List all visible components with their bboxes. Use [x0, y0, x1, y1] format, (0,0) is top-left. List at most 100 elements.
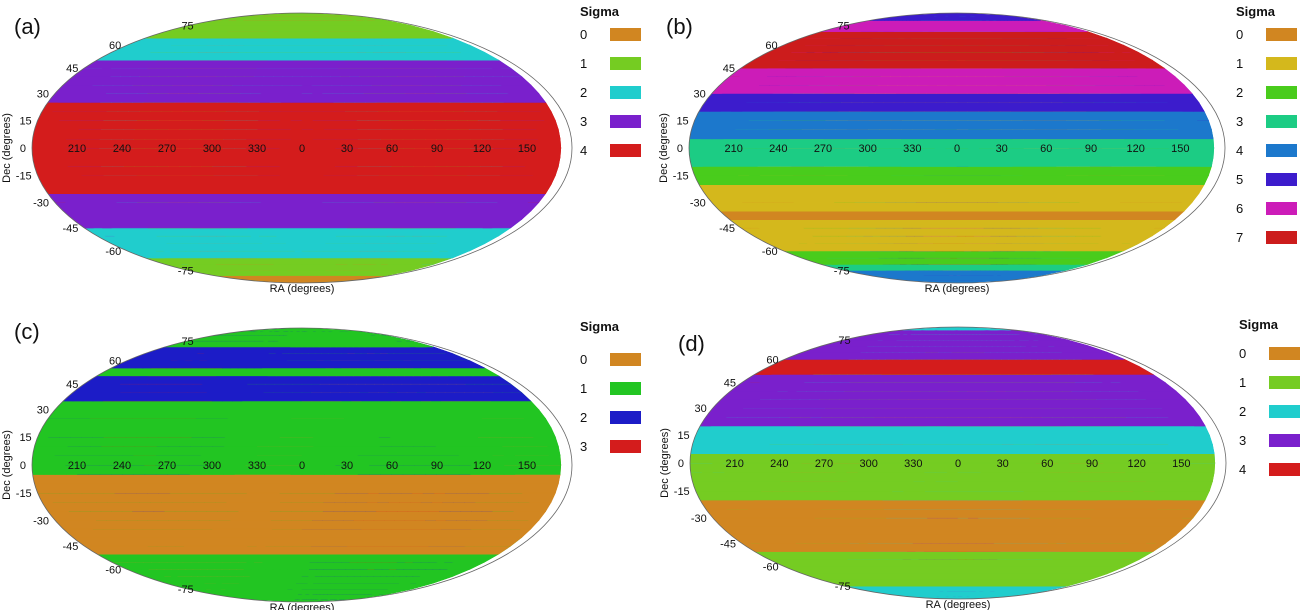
- panel-label: (b): [666, 14, 693, 39]
- ra-tick-label: 60: [1040, 143, 1052, 155]
- heatmap-cell: [34, 483, 559, 494]
- panel-a: (a) 210 240 270 300 330 0 30 60 90 120 150 75 60 45 30…: [0, 0, 652, 305]
- ra-tick-label: 210: [725, 143, 743, 155]
- dec-tick-label: -75: [178, 265, 194, 277]
- dec-tick-label: -15: [673, 171, 689, 183]
- dec-tick-label: 60: [765, 40, 777, 52]
- heatmap-cell: [96, 553, 500, 563]
- heatmap-cell: [41, 102, 552, 112]
- legend-value: 4: [580, 143, 588, 158]
- sky-boundary: [31, 12, 573, 284]
- ra-tick-label: 0: [299, 143, 305, 155]
- heatmap-cell: [54, 520, 540, 530]
- legend-swatch: [1266, 231, 1297, 244]
- heatmap-cell: [96, 52, 500, 61]
- heatmap-cell: [698, 184, 1205, 194]
- ra-tick-label: 150: [1171, 143, 1189, 155]
- heatmap-cell: [704, 93, 1200, 103]
- ra-tick-label: 90: [431, 143, 443, 155]
- legend-swatch: [1266, 115, 1297, 128]
- legend-swatch: [1266, 57, 1297, 70]
- heatmap-cell: [694, 111, 1209, 121]
- legend-swatch: [610, 57, 641, 70]
- legend-swatch: [610, 115, 641, 128]
- ra-tick-label: 30: [341, 143, 353, 155]
- heatmap-cell: [145, 257, 453, 265]
- y-axis-label: Dec (degrees): [658, 113, 670, 183]
- x-axis-label: RA (degrees): [925, 283, 990, 295]
- heatmap-cell: [34, 166, 559, 176]
- heatmap-cell: [32, 129, 561, 140]
- ra-tick-label: 300: [859, 143, 877, 155]
- ra-tick-label: 120: [1127, 143, 1145, 155]
- heatmap-cell: [711, 202, 1193, 212]
- dec-tick-label: -45: [62, 223, 78, 235]
- legend-swatch: [610, 144, 641, 157]
- heatmap-cell: [165, 582, 434, 590]
- heatmap-cell: [698, 102, 1205, 112]
- dec-tick-label: -60: [105, 246, 121, 258]
- dec-tick-label: 45: [66, 63, 78, 75]
- heatmap-cell: [62, 392, 532, 402]
- dec-tick-label: 15: [19, 115, 31, 127]
- heatmap-cell: [739, 227, 1165, 237]
- dec-tick-label: -45: [719, 223, 735, 235]
- heatmap-cell: [165, 264, 434, 271]
- legend-swatch: [1266, 144, 1297, 157]
- heatmap-cell: [37, 427, 556, 438]
- legend-swatch: [1266, 86, 1297, 99]
- heatmap-cell: [187, 269, 412, 276]
- dec-tick-label: 30: [694, 89, 706, 101]
- heatmap-cell: [34, 436, 559, 447]
- dec-tick-label: 0: [677, 143, 683, 155]
- heatmap-cell: [127, 569, 470, 577]
- heatmap-cell: [54, 84, 540, 94]
- ra-tick-label: 90: [1085, 143, 1097, 155]
- heatmap-cell: [54, 202, 540, 212]
- heatmap-cell: [41, 502, 552, 512]
- heatmap-cell: [753, 235, 1154, 244]
- heatmap-cell: [127, 250, 470, 259]
- heatmap-cell: [689, 156, 1214, 167]
- heatmap-cell: [37, 175, 556, 185]
- legend-value: 7: [1236, 230, 1244, 245]
- heatmap-cell: [41, 184, 552, 194]
- heatmap-cell: [72, 219, 523, 229]
- heatmap-cell: [801, 257, 1107, 265]
- legend-swatch: [610, 86, 641, 99]
- x-axis-label: RA (degrees): [270, 283, 335, 295]
- ra-tick-label: 0: [954, 143, 960, 155]
- heatmap-cell: [694, 175, 1209, 185]
- heatmap-cell: [728, 67, 1176, 77]
- heatmap-cell: [783, 250, 1124, 259]
- ra-tick-label: 240: [113, 143, 131, 155]
- heatmap-cell: [187, 588, 412, 595]
- heatmap-cell: [767, 243, 1139, 252]
- ra-tick-label: 330: [903, 143, 921, 155]
- panel-c: (c) 210 240 270 300 330 0 30 60 90 120 150 75 60 45 30…: [0, 305, 652, 610]
- heatmap-cell: [83, 227, 512, 237]
- ra-tick-label: 120: [473, 143, 491, 155]
- heatmap-cell: [47, 409, 547, 419]
- legend-title: Sigma: [580, 4, 620, 19]
- dec-tick-label: 45: [723, 63, 735, 75]
- legend-title: Sigma: [1236, 4, 1276, 19]
- legend-value: 1: [1236, 56, 1244, 71]
- dec-tick-label: -30: [33, 198, 49, 210]
- dec-tick-label: 0: [20, 143, 26, 155]
- heatmap-cell: [783, 37, 1124, 46]
- legend-value: 2: [580, 85, 588, 100]
- ra-tick-label: 240: [769, 143, 787, 155]
- legend-value: 4: [1236, 143, 1244, 158]
- heatmap-cell: [83, 59, 512, 69]
- heatmap-cell: [753, 52, 1154, 61]
- heatmap-cell: [711, 84, 1193, 94]
- heatmap-cell: [32, 147, 562, 158]
- panel-b: (b) 210 240 270 300 330 0 30 60 90 120 150 75 60 45 30…: [652, 0, 1304, 305]
- heatmap-cell: [689, 129, 1214, 140]
- legend-value: 3: [1236, 114, 1244, 129]
- heatmap-cell: [34, 120, 559, 130]
- heatmap-cell: [37, 492, 556, 503]
- heatmap-cell: [111, 44, 485, 53]
- heatmap-cell: [62, 210, 532, 220]
